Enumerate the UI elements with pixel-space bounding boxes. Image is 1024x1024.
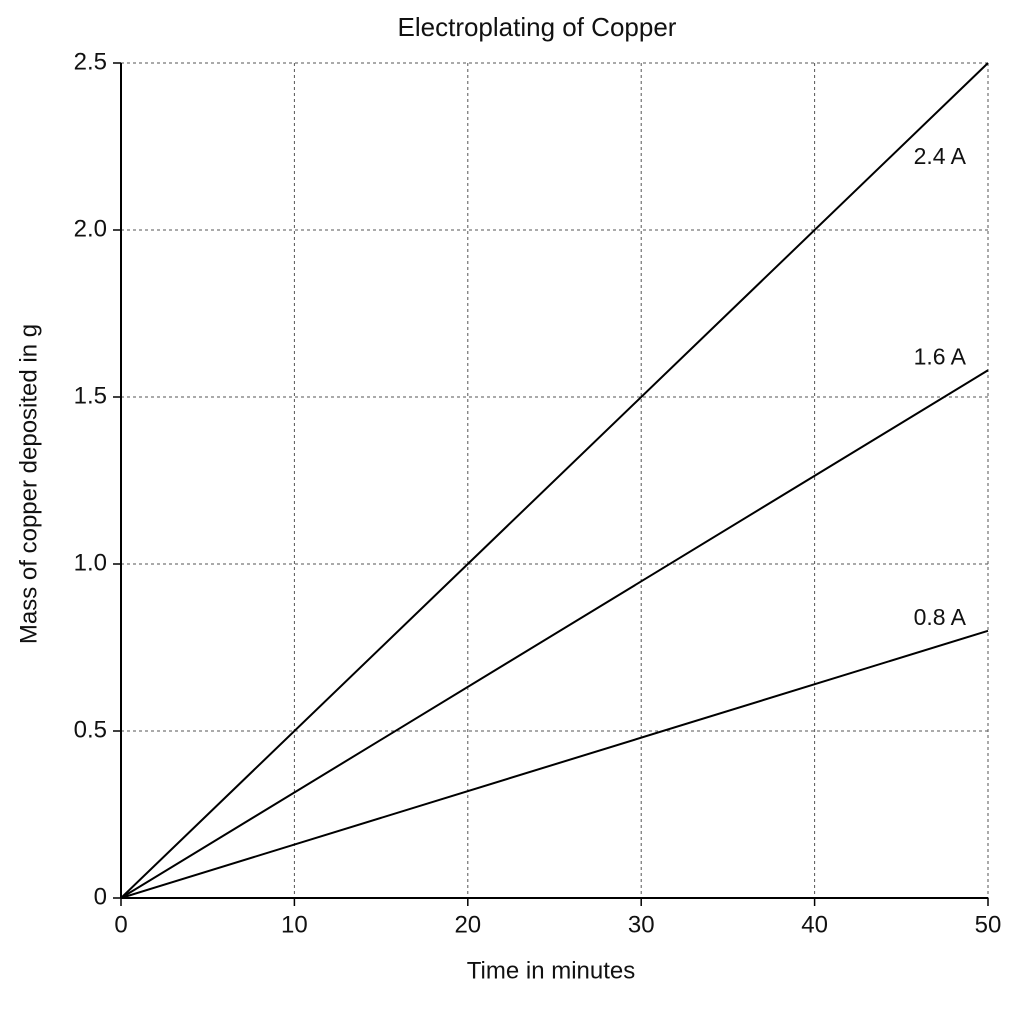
x-tick-label: 20 [454,911,481,938]
x-tick-label: 10 [281,911,308,938]
series-label: 2.4 A [914,143,967,169]
chart-title: Electroplating of Copper [398,12,677,42]
x-axis-label: Time in minutes [467,957,636,984]
y-axis-label: Mass of copper deposited in g [15,324,42,644]
x-tick-label: 40 [801,911,828,938]
y-tick-label: 2.0 [74,215,107,242]
x-tick-label: 30 [628,911,655,938]
series-line [120,62,989,899]
series-label: 0.8 A [914,604,967,630]
y-tick-label: 0 [94,883,107,910]
y-tick-label: 1.0 [74,549,107,576]
y-tick-label: 1.5 [74,382,107,409]
y-tick-label: 0.5 [74,716,107,743]
series-line [120,629,989,899]
y-tick-label: 2.5 [74,48,107,75]
x-tick-label: 0 [114,911,127,938]
series-label: 1.6 A [914,343,967,369]
series-line [120,369,989,899]
x-tick-label: 50 [975,911,1002,938]
